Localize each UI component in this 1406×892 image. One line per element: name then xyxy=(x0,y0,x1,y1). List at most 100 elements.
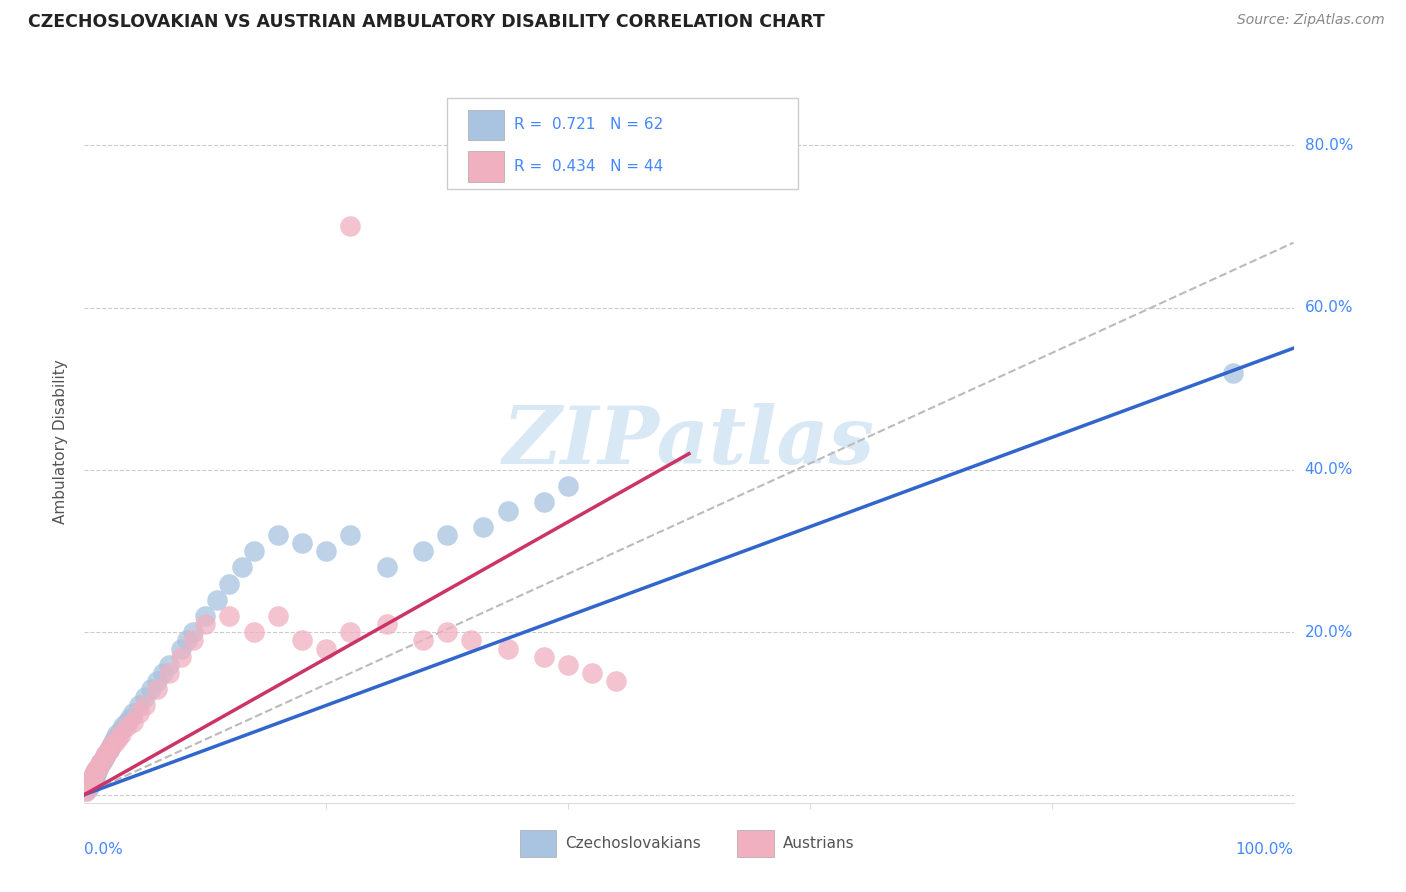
Point xyxy=(375,617,398,632)
Text: ZIPatlas: ZIPatlas xyxy=(503,403,875,480)
Point xyxy=(533,649,555,664)
Point xyxy=(86,764,108,778)
Point xyxy=(77,775,100,789)
Bar xyxy=(468,152,503,182)
Point xyxy=(412,633,434,648)
Point xyxy=(110,723,132,737)
Point xyxy=(460,633,482,648)
Text: R =  0.434   N = 44: R = 0.434 N = 44 xyxy=(513,159,662,174)
Point xyxy=(115,714,138,729)
FancyBboxPatch shape xyxy=(447,98,797,189)
Bar xyxy=(520,830,555,857)
Point xyxy=(82,770,104,784)
Point xyxy=(121,706,143,721)
Text: R =  0.721   N = 62: R = 0.721 N = 62 xyxy=(513,118,662,132)
Point xyxy=(436,528,458,542)
Point xyxy=(339,625,361,640)
Point xyxy=(75,783,97,797)
Point xyxy=(134,690,156,705)
Point xyxy=(110,727,132,741)
Point xyxy=(181,625,204,640)
Text: 80.0%: 80.0% xyxy=(1305,137,1353,153)
Point xyxy=(79,773,101,788)
Point xyxy=(152,665,174,680)
Point xyxy=(77,780,100,794)
Point xyxy=(79,773,101,788)
Point xyxy=(104,731,127,745)
Point xyxy=(242,544,264,558)
Text: CZECHOSLOVAKIAN VS AUSTRIAN AMBULATORY DISABILITY CORRELATION CHART: CZECHOSLOVAKIAN VS AUSTRIAN AMBULATORY D… xyxy=(28,13,825,31)
Point xyxy=(121,714,143,729)
Point xyxy=(77,775,100,789)
Point xyxy=(79,777,101,791)
Text: Austrians: Austrians xyxy=(783,836,855,851)
Point xyxy=(207,592,229,607)
Point xyxy=(87,759,110,773)
Point xyxy=(97,743,120,757)
Point xyxy=(412,544,434,558)
Text: 100.0%: 100.0% xyxy=(1236,842,1294,856)
Point xyxy=(93,751,115,765)
Point xyxy=(84,770,107,784)
Point xyxy=(291,633,314,648)
Point xyxy=(103,735,125,749)
Point xyxy=(80,772,103,786)
Point xyxy=(128,698,150,713)
Point xyxy=(86,764,108,778)
Point xyxy=(605,673,627,688)
Text: Source: ZipAtlas.com: Source: ZipAtlas.com xyxy=(1237,13,1385,28)
Point xyxy=(90,755,112,769)
Point xyxy=(170,641,193,656)
Point xyxy=(581,665,603,680)
Point xyxy=(315,544,337,558)
Point xyxy=(315,641,337,656)
Text: Czechoslovakians: Czechoslovakians xyxy=(565,836,702,851)
Point xyxy=(120,710,142,724)
Bar xyxy=(737,830,773,857)
Text: 40.0%: 40.0% xyxy=(1305,462,1353,477)
Point xyxy=(557,657,579,672)
Point xyxy=(1222,366,1244,380)
Point xyxy=(76,780,98,794)
Point xyxy=(267,528,290,542)
Point xyxy=(76,780,98,794)
Point xyxy=(80,775,103,789)
Point xyxy=(77,778,100,792)
Point xyxy=(170,649,193,664)
Point xyxy=(83,767,105,781)
Point xyxy=(115,719,138,733)
Point xyxy=(83,772,105,786)
Point xyxy=(105,727,128,741)
Point xyxy=(194,609,217,624)
Point xyxy=(157,657,180,672)
Point xyxy=(83,767,105,781)
Point xyxy=(557,479,579,493)
Point xyxy=(339,528,361,542)
Point xyxy=(77,781,100,796)
Point xyxy=(181,633,204,648)
Point xyxy=(134,698,156,713)
Point xyxy=(89,756,111,771)
Point xyxy=(97,743,120,757)
Point xyxy=(146,682,169,697)
Point xyxy=(94,747,117,761)
Point xyxy=(291,536,314,550)
Point xyxy=(339,219,361,234)
Point xyxy=(146,673,169,688)
Point xyxy=(87,759,110,773)
Point xyxy=(90,755,112,769)
Point xyxy=(86,762,108,776)
Point xyxy=(91,755,114,769)
Point xyxy=(84,764,107,779)
Point xyxy=(112,719,135,733)
Point xyxy=(436,625,458,640)
Point xyxy=(139,682,162,697)
Point xyxy=(84,764,107,779)
Point xyxy=(82,770,104,784)
Point xyxy=(496,641,519,656)
Point xyxy=(242,625,264,640)
Point xyxy=(176,633,198,648)
Point xyxy=(75,783,97,797)
Text: 60.0%: 60.0% xyxy=(1305,300,1353,315)
Text: 20.0%: 20.0% xyxy=(1305,624,1353,640)
